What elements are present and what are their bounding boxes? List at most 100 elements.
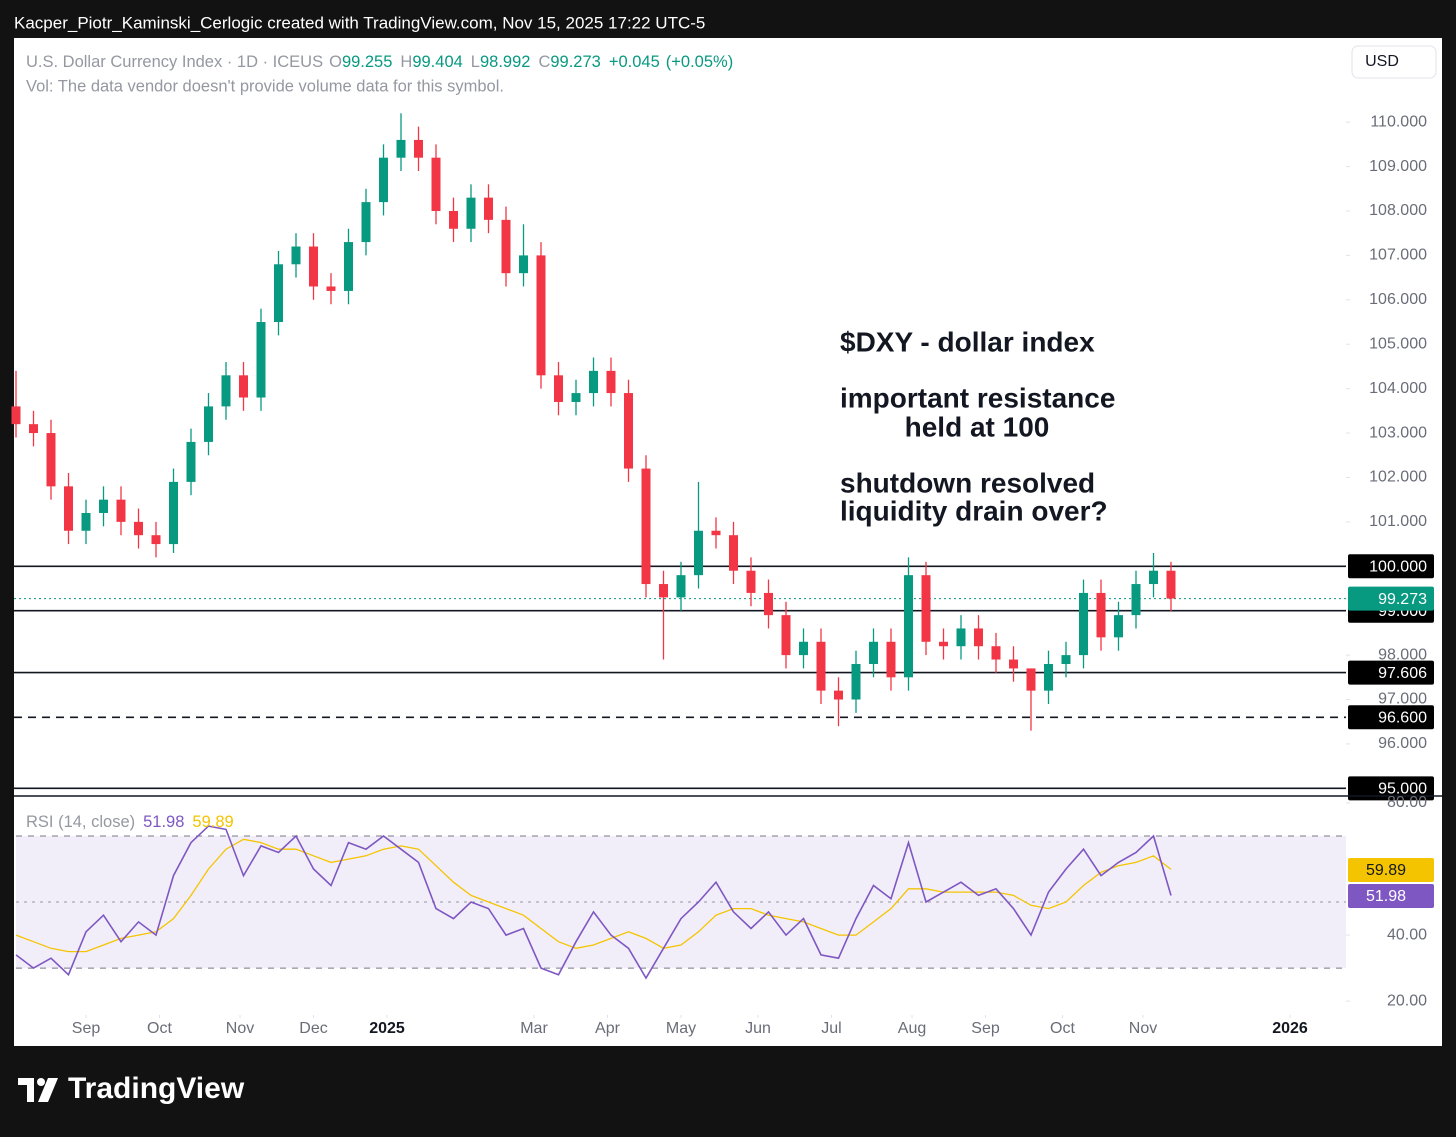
candle-body	[431, 157, 441, 211]
logo-text: TradingView	[68, 1072, 245, 1105]
level-label: 95.000	[1378, 781, 1427, 798]
x-tick-label: Sep	[72, 1020, 101, 1037]
candle-body	[1149, 570, 1158, 585]
candle-body	[799, 641, 808, 656]
ohlc-value: 99.404	[412, 53, 462, 71]
x-tick-label: Mar	[520, 1020, 548, 1037]
candle-body	[466, 197, 476, 229]
x-tick-label: Dec	[299, 1020, 327, 1037]
x-tick-label: 2025	[369, 1020, 405, 1037]
plot: 96.000 97.000 98.000 101.000 102.000 103.000 1…	[11, 113, 1442, 1037]
x-tick-label: Oct	[147, 1020, 172, 1037]
logo: TradingView	[18, 1072, 245, 1105]
last-price-box	[1348, 586, 1434, 611]
candle-body	[64, 486, 73, 531]
y-tick-label: 106.000	[1369, 291, 1427, 308]
x-tick-label: Apr	[595, 1020, 621, 1037]
candle-body	[501, 219, 511, 274]
candle-body	[1114, 615, 1123, 638]
level-box	[1348, 705, 1434, 730]
annotation: shutdown resolved	[840, 467, 1095, 498]
candle-body	[904, 575, 913, 678]
candle-body	[256, 322, 266, 398]
candle-body	[291, 246, 301, 265]
logo-mark	[37, 1078, 45, 1086]
level-label: 97.606	[1378, 665, 1427, 682]
rsi-value-box	[1348, 858, 1434, 882]
annotation: $DXY - dollar index	[840, 326, 1095, 357]
candle-body	[729, 535, 738, 571]
y-tick-label: 96.000	[1378, 735, 1427, 752]
candle-body	[414, 139, 423, 158]
level-box	[1348, 660, 1434, 685]
ohlc-value: 99.255	[342, 53, 392, 71]
candle-body	[309, 246, 318, 287]
candle-body	[11, 406, 21, 425]
candle-body	[991, 646, 1001, 660]
x-tick-label: 2026	[1272, 1020, 1308, 1037]
y-tick-label: 103.000	[1369, 424, 1427, 441]
candle-body	[606, 370, 616, 394]
candle-body	[344, 242, 353, 291]
candle-body	[1061, 655, 1071, 664]
level-label: 96.600	[1378, 709, 1427, 726]
candle-body	[536, 255, 546, 376]
candle-body	[1131, 584, 1141, 616]
candle-body	[851, 663, 861, 700]
x-tick-label: Jun	[745, 1020, 771, 1037]
rsi-legend: RSI (14, close) 51.98 59.89	[26, 813, 234, 831]
candle-body	[921, 575, 931, 642]
annotation: important resistance	[840, 382, 1115, 413]
y-tick-label: 107.000	[1369, 247, 1427, 264]
candle-body	[1009, 659, 1018, 669]
candle-body	[571, 393, 581, 402]
rsi-value: 51.98	[143, 813, 184, 831]
currency-button[interactable]	[1351, 45, 1437, 79]
x-tick-label: Jul	[821, 1020, 841, 1037]
y-tick-label: 20.00	[1387, 992, 1427, 1009]
candle-body	[396, 139, 406, 158]
currency-label: USD	[1365, 53, 1399, 70]
rsi-value-box	[1348, 884, 1434, 908]
change-pct: (+0.05%)	[666, 53, 733, 71]
x-tick-label: May	[666, 1020, 696, 1037]
rsi-line	[15, 825, 1172, 980]
candle-body	[1026, 668, 1036, 691]
candle-body	[624, 393, 633, 469]
y-tick-label: 104.000	[1369, 380, 1427, 397]
level-label: 100.000	[1369, 558, 1427, 575]
candle-body	[939, 641, 948, 647]
ohlc-label: O	[329, 53, 342, 71]
last-price-label: 99.273	[1378, 591, 1427, 608]
annotation: liquidity drain over?	[840, 495, 1108, 526]
candle-body	[99, 499, 108, 513]
x-tick-label: Aug	[898, 1020, 926, 1037]
candle-body	[379, 157, 388, 203]
candle-body	[886, 641, 896, 678]
credit: Kacper_Piotr_Kaminski_Cerlogic created w…	[14, 13, 705, 32]
y-tick-label: 102.000	[1369, 469, 1427, 486]
candle-body	[169, 481, 178, 545]
candle-body	[746, 570, 756, 593]
level-box	[1348, 554, 1434, 579]
candle-body	[1166, 570, 1176, 599]
candle-body	[239, 375, 248, 398]
candle-body	[449, 210, 458, 229]
candle-body	[694, 530, 703, 576]
candle-body	[326, 286, 336, 291]
candle-body	[484, 197, 493, 220]
ohlc-value: 98.992	[480, 53, 530, 71]
candle-body	[956, 628, 966, 647]
y-tick-label: 101.000	[1369, 513, 1427, 530]
candle-body	[116, 499, 126, 522]
candle-body	[869, 641, 878, 664]
rsi-value-label: 51.98	[1366, 888, 1406, 905]
candle-body	[676, 575, 686, 598]
y-tick-label: 80.00	[1387, 794, 1427, 811]
candle-body	[1079, 592, 1088, 656]
candle-body	[151, 535, 161, 545]
candle-body	[29, 424, 38, 434]
candle-body	[554, 375, 563, 402]
candle-body	[1044, 663, 1053, 691]
